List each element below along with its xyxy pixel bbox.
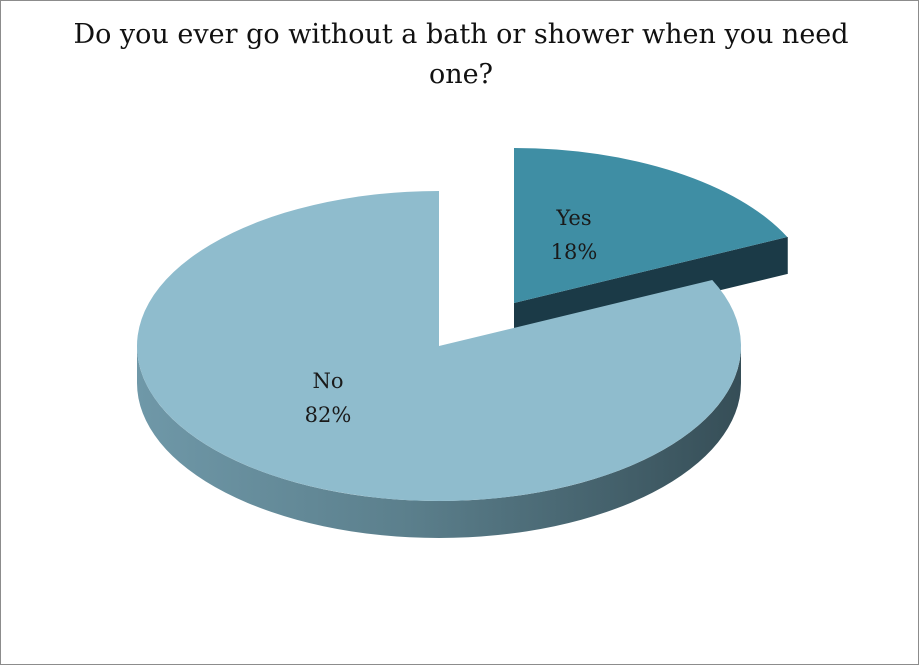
- slice-no-rim: [137, 346, 741, 538]
- slice-no-category-label: No: [312, 369, 343, 393]
- slice-yes-value-label: 18%: [551, 240, 598, 264]
- slice-no-value-label: 82%: [305, 403, 352, 427]
- chart-title: Do you ever go without a bath or shower …: [73, 19, 849, 90]
- slice-yes-category-label: Yes: [555, 206, 591, 230]
- slice-no: [136, 191, 741, 501]
- slice-yes: [514, 148, 788, 303]
